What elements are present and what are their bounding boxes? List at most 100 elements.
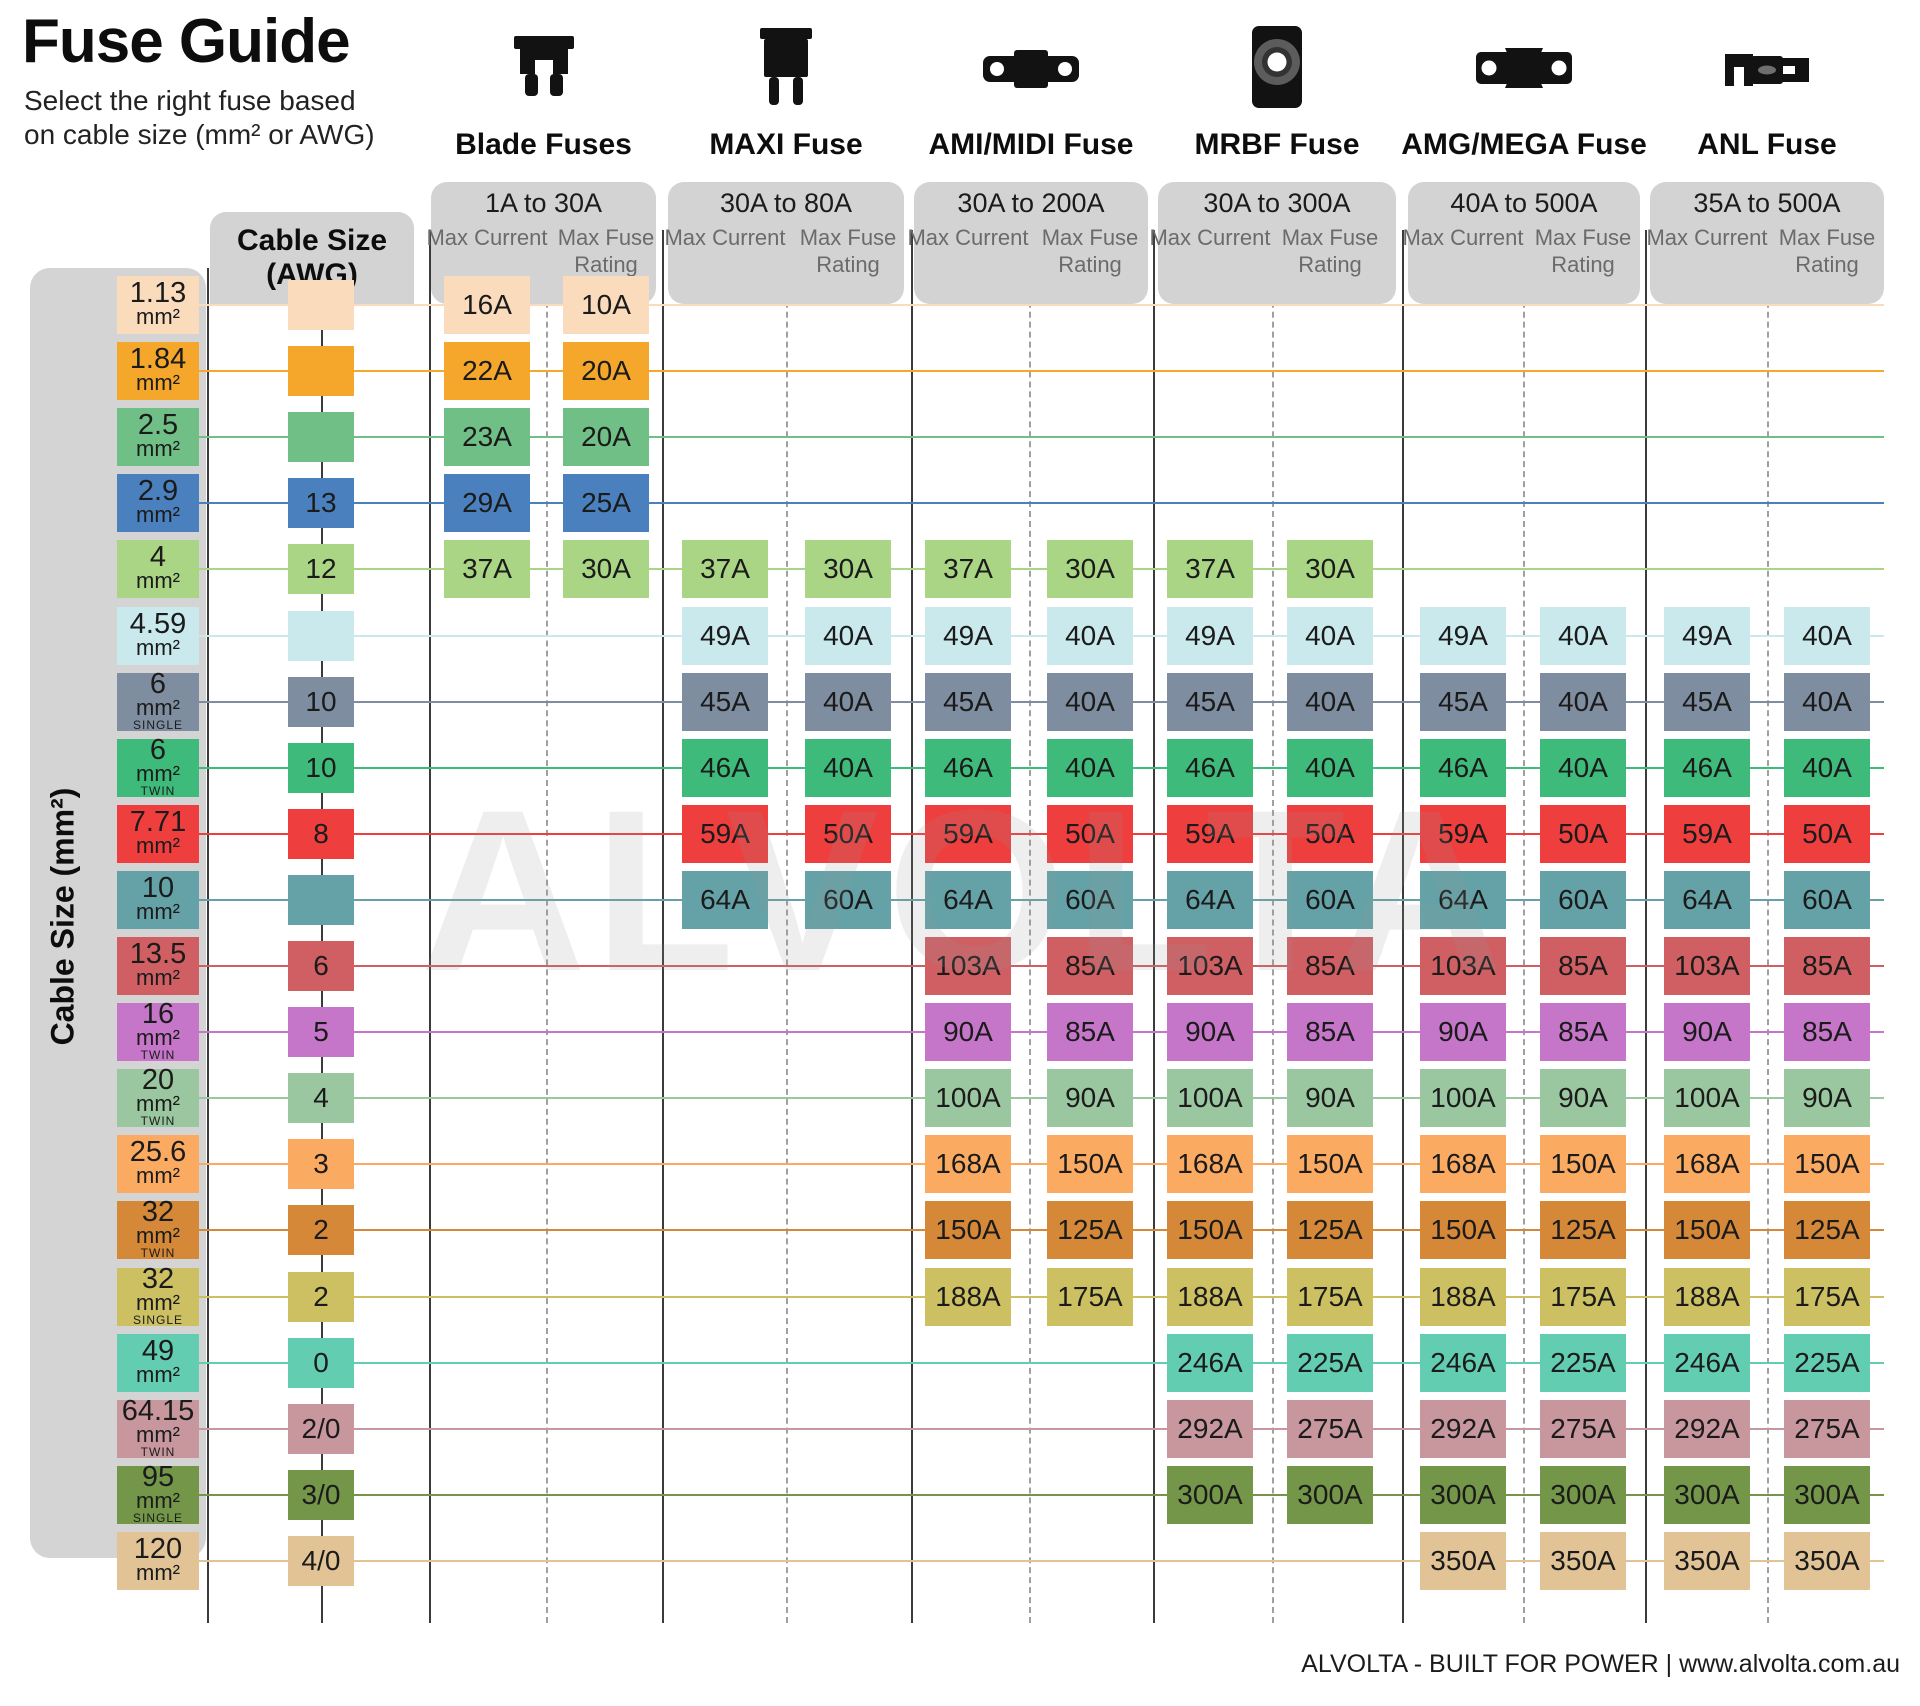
- cable-size-value: 64.15: [121, 1394, 195, 1427]
- fuse-rating-chip: 60A: [1047, 870, 1133, 929]
- cable-size-unit: mm²: [136, 1025, 180, 1051]
- cable-size-value: 1.13: [129, 277, 187, 309]
- awg-chip: 4/0: [288, 1535, 354, 1586]
- awg-chip: 2: [288, 1271, 354, 1322]
- fuse-rating-chip: 40A: [1287, 672, 1373, 731]
- max-current-chip: 37A: [682, 540, 768, 599]
- cable-size-variant: TWIN: [140, 1114, 176, 1129]
- max-current-chip: 292A: [1420, 1399, 1506, 1458]
- fuse-type-header: [666, 20, 906, 124]
- max-current-chip: 292A: [1664, 1399, 1750, 1458]
- max-current-chip: 90A: [925, 1003, 1011, 1062]
- awg-chip: 6: [288, 941, 354, 991]
- page-subtitle-line2: on cable size (mm² or AWG): [24, 119, 375, 150]
- max-current-chip: 188A: [1664, 1267, 1750, 1326]
- grid-line-solid: [662, 230, 664, 1623]
- awg-chip: [288, 610, 354, 661]
- fuse-rating-chip: 50A: [1047, 804, 1133, 863]
- cable-size-variant: SINGLE: [132, 1510, 183, 1525]
- fuse-rating-chip: 40A: [805, 738, 891, 797]
- max-current-chip: 37A: [444, 540, 530, 599]
- cable-size-unit: mm²: [136, 832, 180, 858]
- max-current-chip: 64A: [1420, 870, 1506, 929]
- fuse-range-label: 40A to 500A: [1450, 188, 1598, 218]
- fuse-rating-chip: 40A: [805, 672, 891, 731]
- cable-size-value: 13.5: [129, 938, 187, 970]
- cable-size-chip: 4.59 mm²: [117, 606, 199, 665]
- grid-line-solid: [429, 230, 431, 1623]
- fuse-rating-chip: 125A: [1047, 1201, 1133, 1260]
- row-line: [150, 1493, 1884, 1496]
- col-subheader-max-fuse-rating: Max Fuse Rating: [557, 225, 655, 277]
- max-current-chip: 22A: [444, 342, 530, 401]
- cable-size-unit: mm²: [136, 1559, 180, 1585]
- fuse-rating-chip: 150A: [1287, 1135, 1373, 1194]
- anl-fuse-icon: [1647, 20, 1887, 124]
- fuse-rating-chip: 40A: [805, 606, 891, 665]
- fuse-rating-chip: 275A: [1784, 1399, 1870, 1458]
- cable-size-value: 7.71: [129, 805, 187, 838]
- cable-size-chip: 20 mm² TWIN: [117, 1066, 199, 1129]
- cable-size-unit: mm²: [136, 502, 180, 528]
- page-subtitle: Select the right fuse based on cable siz…: [24, 84, 375, 152]
- cable-size-chip: 95 mm² SINGLE: [117, 1462, 199, 1525]
- awg-chip: 3: [288, 1139, 354, 1190]
- row-line: [150, 1229, 1884, 1232]
- cable-size-value: 32: [141, 1196, 175, 1229]
- cable-size-value: 10: [141, 871, 175, 904]
- row-line: [150, 1559, 1884, 1562]
- cable-size-chip: 32 mm² SINGLE: [117, 1264, 199, 1326]
- col-subheader-max-fuse-rating: Max Fuse Rating: [1041, 225, 1139, 277]
- fuse-rating-chip: 40A: [1784, 672, 1870, 731]
- cable-size-unit: mm²: [136, 1361, 180, 1387]
- max-current-chip: 59A: [1167, 804, 1253, 863]
- fuse-rating-chip: 85A: [1540, 1003, 1626, 1062]
- cable-size-unit: mm²: [136, 898, 180, 924]
- max-current-chip: 246A: [1664, 1333, 1750, 1392]
- max-current-chip: 100A: [1664, 1069, 1750, 1128]
- max-current-chip: 59A: [1420, 804, 1506, 863]
- cable-size-chip: 1.84 mm²: [117, 342, 199, 401]
- max-current-chip: 29A: [444, 474, 530, 533]
- fuse-rating-chip: 20A: [563, 408, 649, 467]
- col-subheader-max-current: Max Current: [1402, 225, 1524, 250]
- fuse-rating-chip: 300A: [1540, 1465, 1626, 1524]
- max-current-chip: 168A: [1167, 1135, 1253, 1194]
- cable-size-chip: 7.71 mm²: [117, 804, 199, 863]
- awg-chip: 2/0: [288, 1403, 354, 1454]
- fuse-rating-chip: 300A: [1287, 1465, 1373, 1524]
- max-current-chip: 64A: [1664, 870, 1750, 929]
- max-current-chip: 46A: [925, 738, 1011, 797]
- max-current-chip: 46A: [1420, 738, 1506, 797]
- max-current-chip: 46A: [682, 738, 768, 797]
- footer-text: ALVOLTA - BUILT FOR POWER | www.alvolta.…: [1301, 1650, 1900, 1678]
- awg-chip: [288, 280, 354, 330]
- max-current-chip: 49A: [1664, 606, 1750, 665]
- col-subheader-max-fuse-rating: Max Fuse Rating: [1778, 225, 1876, 277]
- max-current-chip: 150A: [925, 1201, 1011, 1260]
- fuse-range-label: 30A to 80A: [719, 188, 853, 218]
- cable-size-variant: TWIN: [140, 783, 176, 798]
- fuse-rating-chip: 25A: [563, 474, 649, 533]
- fuse-rating-chip: 40A: [1784, 738, 1870, 797]
- awg-chip: 5: [288, 1007, 354, 1058]
- max-current-chip: 300A: [1664, 1465, 1750, 1524]
- col-subheader-max-fuse-rating: Max Fuse Rating: [799, 225, 897, 277]
- fuse-rating-chip: 50A: [1540, 804, 1626, 863]
- cable-size-value: 1.84: [129, 343, 187, 376]
- fuse-rating-chip: 30A: [1287, 540, 1373, 599]
- awg-chip: 13: [288, 478, 354, 529]
- fuse-rating-chip: 175A: [1784, 1267, 1870, 1326]
- cable-size-unit: mm²: [136, 568, 180, 594]
- cable-size-variant: TWIN: [140, 1444, 176, 1459]
- cable-size-chip: 4 mm²: [117, 540, 199, 599]
- cable-size-chip: 64.15 mm² TWIN: [117, 1394, 199, 1459]
- max-current-chip: 59A: [1664, 804, 1750, 863]
- fuse-rating-chip: 85A: [1540, 937, 1626, 995]
- cable-size-value: 4: [149, 541, 167, 574]
- col-subheader-max-current: Max Current: [1149, 225, 1271, 250]
- cable-size-unit: mm²: [136, 1163, 180, 1189]
- max-current-chip: 46A: [1664, 738, 1750, 797]
- page-title: Fuse Guide: [22, 7, 351, 76]
- cable-size-chip: 25.6 mm²: [117, 1135, 199, 1194]
